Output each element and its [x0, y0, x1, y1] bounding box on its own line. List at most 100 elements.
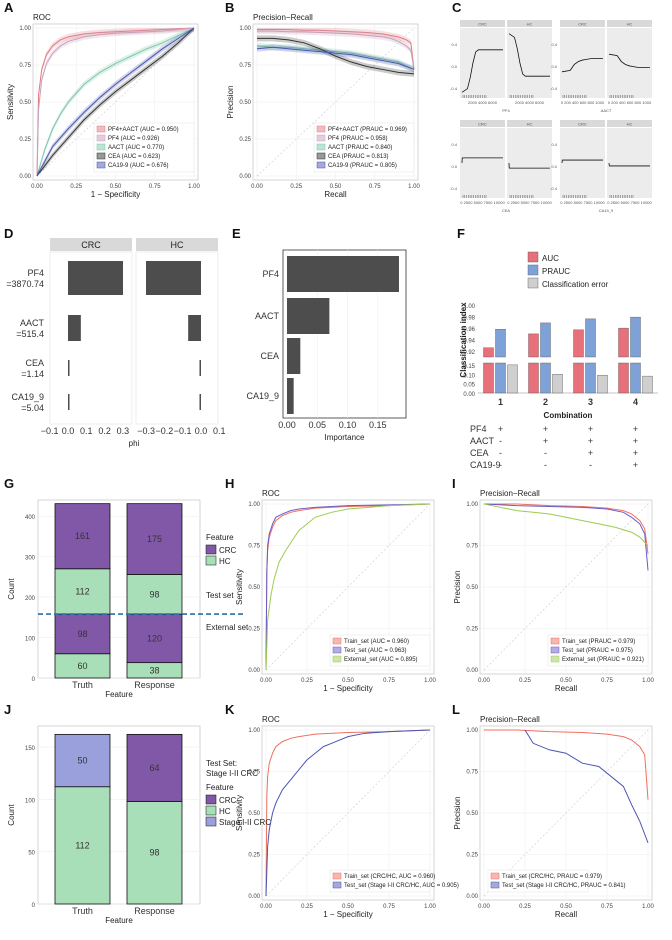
- series-line-2: [256, 45, 415, 70]
- facet-panel: [507, 128, 552, 198]
- y-tick-label: -0.4: [550, 186, 558, 191]
- x-tick-label: 0.3: [117, 426, 130, 436]
- legend-swatch: [316, 152, 326, 160]
- x-tick-label: 0.50: [560, 678, 572, 684]
- strip: [560, 120, 605, 127]
- category-label: PF4: [27, 268, 44, 278]
- bar-PRAUC-lower: [585, 362, 596, 394]
- y-tick-label: 1.00: [466, 502, 478, 508]
- legend-swatch: [490, 872, 500, 880]
- panel-G: 0 100 200 300 400 60 98 112 161 Truth 38 120 98 175 Re…: [7, 499, 249, 699]
- x-tick-label: 1.00: [424, 904, 436, 910]
- x-tick-label: 1.00: [424, 678, 436, 684]
- legend-swatch: [550, 655, 560, 663]
- strip: [560, 20, 605, 27]
- stack-segment: [54, 653, 111, 679]
- legend-swatch: [96, 143, 106, 151]
- y-tick-label: 0.00: [19, 174, 31, 180]
- legend-label: CRC: [219, 546, 237, 555]
- y-tick-label: 0.05: [463, 383, 475, 389]
- x-axis-title: Feature: [105, 690, 133, 699]
- x-tick-label: 2: [543, 397, 548, 407]
- y-tick-label: 0.50: [248, 811, 260, 817]
- y-tick-label: 100: [25, 798, 36, 804]
- legend-swatch: [527, 264, 539, 276]
- strip: [50, 238, 132, 251]
- legend-swatch: [205, 816, 217, 827]
- combination-cell: +: [588, 448, 593, 458]
- panel-L: Precision−Recall 0.00 0.25 0.50 0.75 1.00 0.00…: [453, 715, 654, 919]
- legend-box: [329, 869, 431, 893]
- x-tick-label: 0.75: [601, 678, 613, 684]
- chart-title: ROC: [33, 13, 51, 22]
- y-tick-label: 0.75: [19, 63, 31, 69]
- series-line-1: [265, 729, 431, 897]
- x-axis-title: CA19_9: [599, 208, 614, 213]
- y-tick-label: 0.0: [551, 64, 557, 69]
- x-axis-title: CEA: [502, 208, 511, 213]
- phi-bar-HC: [188, 315, 201, 341]
- legend-swatch: [96, 161, 106, 169]
- y-tick-label: 1.00: [19, 26, 31, 32]
- x-tick-label: 0.00: [278, 420, 296, 430]
- strip-label: CRC: [478, 22, 487, 27]
- legend-swatch: [205, 794, 217, 805]
- legend-label: External_set (AUC = 0.895): [344, 657, 418, 663]
- chart-title: Precision−Recall: [253, 13, 313, 22]
- strip: [136, 238, 218, 251]
- legend-label: Classification error: [542, 280, 609, 289]
- x-tick-labels: 0 200 400 600 800 1000: [608, 100, 652, 105]
- y-tick-label: 0.0: [551, 164, 557, 169]
- phi-bar-CRC: [68, 360, 70, 376]
- legend-label: Train_set (CRC/HC, PRAUC = 0.979): [502, 874, 602, 880]
- series-band: [37, 28, 194, 176]
- x-tick-label: 0.00: [260, 904, 272, 910]
- x-tick-label: 0.00: [251, 184, 263, 190]
- legend-label: CEA (PRAUC = 0.813): [328, 154, 389, 160]
- panel-letter-J: J: [4, 702, 11, 717]
- x-tick-label: 0.75: [383, 678, 395, 684]
- panel-K: ROC 0.00 0.25 0.50 0.75 1.00 0.00 0.25 0.50 0.75 1…: [235, 715, 459, 919]
- stack-segment: [54, 786, 111, 905]
- legend-label: Train_set (CRC/HC, AUC = 0.960): [344, 874, 435, 880]
- x-tick-label: 0.1: [213, 426, 226, 436]
- y-tick-label: 0.00: [239, 174, 251, 180]
- y-tick-label: 0.0: [451, 164, 457, 169]
- bar-AUC-lower: [618, 362, 629, 394]
- legend-label: CA19-9 (PRAUC = 0.805): [328, 163, 397, 169]
- legend-swatch: [332, 646, 342, 654]
- combination-cell: +: [633, 448, 638, 458]
- strip: [507, 20, 552, 27]
- x-axis-title: Combination: [544, 411, 593, 420]
- strip-label: HC: [527, 22, 533, 27]
- bar-classification-error: [507, 364, 518, 394]
- combination-cell: +: [588, 424, 593, 434]
- y-axis-title: Sensitivity: [235, 795, 244, 831]
- facet-CA19_9: 0.4 0.0 -0.4 CRC 0 2500 5000 7500 10000 HC 0 2…: [550, 120, 653, 213]
- x-tick-label: 0.1: [80, 426, 93, 436]
- y-axis-title: Count: [7, 804, 16, 826]
- segment-label: 50: [77, 756, 87, 766]
- facet-panel: [460, 28, 505, 98]
- panel-letter-D: D: [4, 226, 13, 241]
- facet-panel: [607, 128, 652, 198]
- series-line-1: [265, 503, 431, 671]
- legend-swatch: [550, 646, 560, 654]
- panel-E: 0.00 0.05 0.10 0.15 PF4 AACT CEA CA19_9 Importan…: [246, 249, 407, 442]
- legend-swatch: [332, 872, 342, 880]
- bar-PRAUC: [495, 329, 506, 358]
- x-tick-label: 0.25: [301, 904, 313, 910]
- y-tick-label: 0.50: [466, 585, 478, 591]
- x-tick-label: 0.00: [478, 678, 490, 684]
- legend-swatch: [205, 805, 217, 816]
- x-tick-label: 0.50: [110, 184, 122, 190]
- combination-row-label: CEA: [470, 448, 489, 458]
- bar-AUC-lower: [528, 362, 539, 394]
- y-tick-label: 400: [25, 515, 36, 521]
- strip-label: HC: [627, 122, 633, 127]
- panel-I: Precision−Recall 0.00 0.25 0.50 0.75 1.00 0.00…: [453, 489, 654, 693]
- y-tick-label: 0.75: [248, 544, 260, 550]
- y-tick-label: 1.00: [248, 502, 260, 508]
- phi-bar-CRC: [68, 261, 123, 295]
- combination-cell: +: [543, 424, 548, 434]
